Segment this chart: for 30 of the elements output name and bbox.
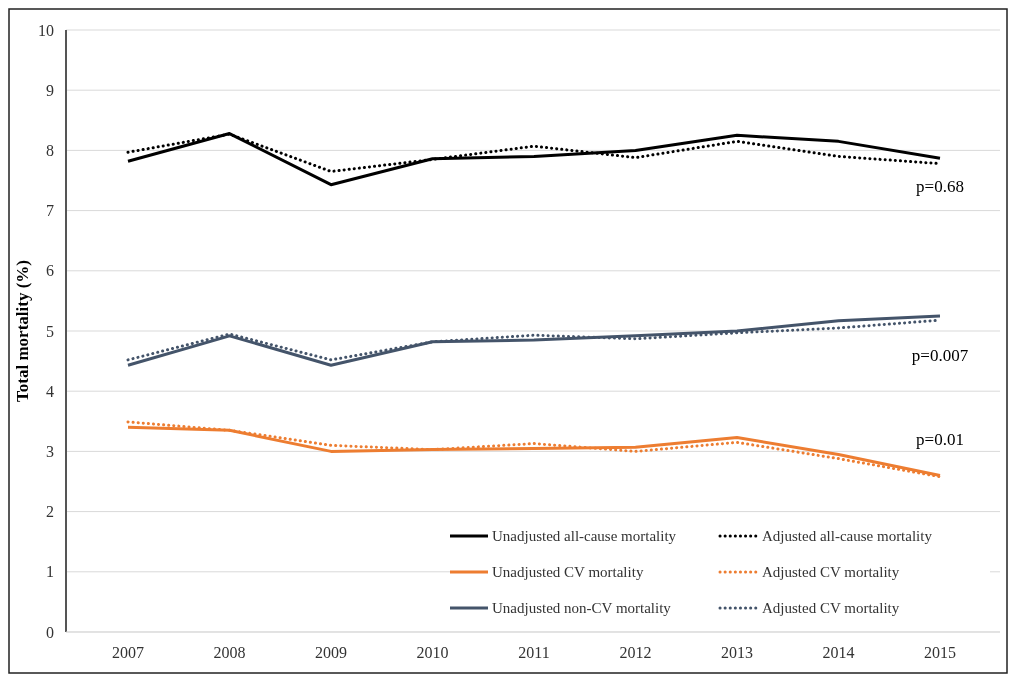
x-tick-label: 2010 <box>416 644 449 661</box>
x-tick-label: 2011 <box>518 644 550 661</box>
legend-label: Unadjusted CV mortality <box>492 564 644 581</box>
annotation: p=0.01 <box>916 430 964 450</box>
x-tick-label: 2009 <box>315 644 347 661</box>
y-tick-label: 1 <box>46 563 54 581</box>
y-tick-label: 4 <box>46 382 54 400</box>
y-tick-label: 6 <box>46 262 54 280</box>
y-axis-title: Total mortality (%) <box>13 260 32 402</box>
y-tick-label: 9 <box>46 81 54 99</box>
y-tick-label: 3 <box>46 443 54 460</box>
y-tick-label: 7 <box>46 202 54 220</box>
x-tick-label: 2012 <box>619 644 652 661</box>
y-tick-label: 8 <box>46 142 54 159</box>
legend-label: Unadjusted non-CV mortality <box>492 600 672 617</box>
y-tick-label: 10 <box>38 21 54 39</box>
x-tick-label: 2007 <box>112 644 144 661</box>
x-tick-label: 2014 <box>822 644 855 661</box>
legend-label: Adjusted all-cause mortality <box>762 528 933 545</box>
x-tick-label: 2015 <box>924 644 956 661</box>
y-tick-label: 5 <box>46 322 54 340</box>
y-tick-label: 2 <box>46 503 54 521</box>
y-tick-label: 0 <box>46 623 54 641</box>
legend-label: Adjusted CV mortality <box>762 564 900 581</box>
legend-label: Unadjusted all-cause mortality <box>492 528 677 545</box>
x-tick-label: 2008 <box>213 644 246 661</box>
x-tick-label: 2013 <box>721 644 753 661</box>
annotation: p=0.68 <box>916 177 964 197</box>
legend-label: Adjusted CV mortality <box>762 600 900 617</box>
annotation: p=0.007 <box>911 346 969 366</box>
